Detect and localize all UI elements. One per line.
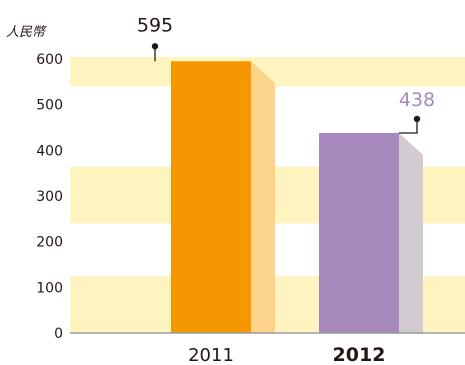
y-tick-label: 600 <box>36 52 63 68</box>
bar-2011 <box>171 61 251 334</box>
value-label: 595 <box>137 14 173 36</box>
value-leader-line <box>399 118 418 134</box>
bars-group <box>171 61 423 334</box>
y-tick-label: 100 <box>36 280 63 296</box>
value-label: 438 <box>399 89 435 111</box>
value-labels: 595 438 <box>137 14 435 134</box>
y-tick-label: 400 <box>36 143 63 159</box>
x-axis-categories: 2011 2012 <box>188 344 385 365</box>
bar-side-2011 <box>251 61 275 334</box>
y-axis-unit-label: 人民幣 <box>6 25 47 40</box>
bar-2012 <box>319 132 399 333</box>
bar-side-2012 <box>399 132 423 333</box>
x-category-label: 2012 <box>333 344 386 365</box>
y-tick-label: 500 <box>36 98 63 114</box>
y-tick-label: 200 <box>36 235 63 251</box>
value-leader-dot <box>151 43 159 50</box>
value-leader-dot <box>413 115 421 123</box>
x-category-label: 2011 <box>188 345 234 365</box>
y-tick-label: 0 <box>54 326 63 342</box>
y-axis-ticks: 0 100 200 300 400 500 600 <box>36 52 63 342</box>
y-tick-label: 300 <box>36 189 63 205</box>
